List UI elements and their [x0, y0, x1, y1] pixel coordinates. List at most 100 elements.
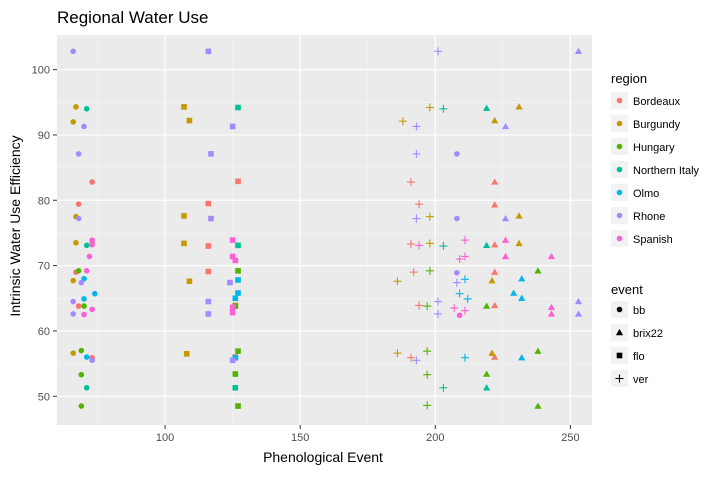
data-point	[208, 151, 214, 157]
data-point	[205, 311, 212, 317]
data-point	[73, 239, 79, 246]
data-point	[461, 306, 470, 315]
data-point	[229, 237, 236, 243]
data-point	[227, 279, 233, 286]
data-point	[83, 106, 90, 112]
data-point	[181, 213, 187, 219]
legend-key-point	[616, 166, 623, 173]
data-point	[455, 289, 464, 298]
legend-label: Spanish	[633, 234, 673, 246]
data-point	[186, 278, 193, 285]
data-point	[205, 48, 212, 55]
legend-key-point	[616, 235, 623, 242]
data-point	[89, 306, 95, 313]
data-point	[412, 122, 421, 131]
data-point	[547, 303, 556, 311]
data-point	[232, 384, 239, 391]
data-point	[70, 119, 77, 125]
data-point	[81, 123, 87, 130]
data-point	[439, 383, 448, 392]
data-point	[83, 354, 90, 360]
data-point	[425, 212, 434, 221]
legends: region Bordeaux Burgundy Hungary Northern It…	[611, 71, 700, 387]
data-point	[491, 353, 499, 360]
data-point	[92, 290, 98, 297]
legend-label: bb	[633, 305, 645, 317]
data-point	[433, 47, 442, 56]
legend-title-region: region	[611, 71, 647, 86]
data-point	[78, 279, 85, 286]
data-point	[81, 275, 87, 282]
data-point	[409, 268, 418, 277]
data-point	[483, 370, 491, 377]
legend-title-event: event	[611, 282, 643, 297]
data-point	[235, 178, 241, 185]
data-point	[518, 275, 526, 282]
data-point	[483, 241, 491, 249]
data-point	[208, 215, 214, 222]
data-point	[423, 347, 432, 356]
x-tick-label: 250	[561, 432, 579, 444]
data-point	[423, 370, 432, 379]
data-point	[229, 253, 236, 260]
data-point	[423, 302, 432, 311]
data-point	[415, 200, 424, 209]
legend-label: Burgundy	[633, 119, 681, 131]
data-point	[78, 371, 85, 378]
data-point	[75, 215, 82, 222]
data-point	[205, 298, 212, 305]
x-axis: 100 150 200 250	[156, 425, 580, 444]
data-point	[70, 298, 77, 305]
data-point	[70, 48, 77, 55]
data-point	[78, 403, 85, 409]
data-point	[235, 104, 241, 111]
legend-key-point	[616, 120, 623, 127]
data-point	[83, 384, 90, 391]
data-point	[81, 303, 87, 309]
data-point	[232, 371, 239, 377]
data-point	[78, 347, 85, 354]
legend-key-point	[616, 189, 623, 196]
data-point	[398, 117, 407, 126]
x-tick-label: 200	[426, 432, 444, 444]
legend-key-point	[616, 143, 623, 150]
y-tick-label: 100	[32, 65, 50, 77]
grid-lines	[57, 35, 592, 425]
data-point	[232, 295, 239, 302]
panel-background	[57, 35, 592, 425]
data-point	[454, 151, 460, 157]
data-point	[433, 297, 442, 306]
y-tick-label: 70	[38, 261, 50, 273]
data-point	[229, 357, 236, 364]
data-point	[89, 179, 95, 185]
data-point	[232, 257, 239, 264]
data-point	[501, 252, 510, 260]
data-point	[425, 266, 434, 275]
data-point	[412, 356, 421, 365]
data-point	[491, 178, 499, 185]
data-point	[89, 237, 95, 243]
data-point	[75, 201, 82, 207]
data-point	[547, 310, 556, 317]
data-point	[510, 289, 518, 296]
legend-label: brix22	[633, 328, 663, 340]
data-point	[491, 268, 499, 275]
data-point	[412, 149, 421, 158]
data-point	[461, 353, 470, 362]
data-point	[75, 268, 82, 274]
data-point	[423, 401, 432, 410]
data-point	[515, 239, 523, 247]
data-point	[515, 212, 523, 219]
data-point	[183, 350, 190, 357]
data-point	[229, 304, 236, 311]
data-point	[81, 296, 87, 302]
data-point	[75, 151, 82, 157]
data-point	[463, 294, 472, 303]
data-point	[229, 309, 236, 316]
x-tick-label: 150	[291, 432, 309, 444]
x-axis-title: Phenological Event	[263, 449, 383, 465]
y-axis-title: Intrinsic Water Use Efficiency	[7, 135, 23, 316]
data-point	[70, 277, 77, 284]
data-point	[534, 267, 542, 274]
data-point	[186, 117, 193, 124]
